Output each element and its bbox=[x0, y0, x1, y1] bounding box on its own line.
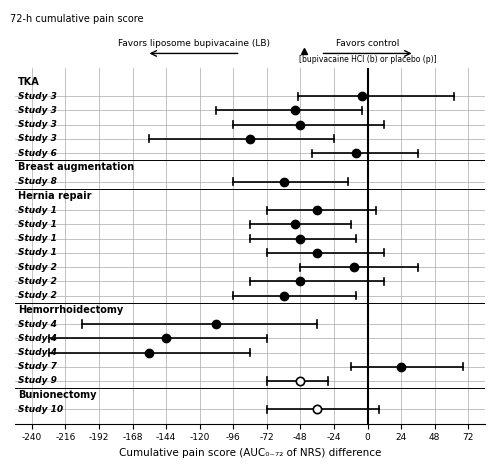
Text: Study 1: Study 1 bbox=[18, 248, 60, 257]
Text: Study 4: Study 4 bbox=[18, 334, 60, 343]
Text: Favors control: Favors control bbox=[336, 39, 399, 48]
Text: Study 2: Study 2 bbox=[18, 277, 60, 286]
Text: Study 1: Study 1 bbox=[18, 206, 60, 215]
Text: Study 4: Study 4 bbox=[18, 348, 60, 357]
Text: Study 1: Study 1 bbox=[18, 220, 60, 229]
Text: Study 3: Study 3 bbox=[18, 92, 60, 101]
Text: Study 7: Study 7 bbox=[18, 362, 60, 371]
Text: Study 6: Study 6 bbox=[18, 149, 60, 158]
Text: Study 3: Study 3 bbox=[18, 134, 60, 143]
Text: Hernia repair: Hernia repair bbox=[18, 191, 92, 201]
Text: Favors liposome bupivacaine (LB): Favors liposome bupivacaine (LB) bbox=[118, 39, 270, 48]
Text: Study 8: Study 8 bbox=[18, 177, 60, 186]
Text: Study 2: Study 2 bbox=[18, 291, 60, 300]
Text: TKA: TKA bbox=[18, 77, 40, 87]
Text: Study 9: Study 9 bbox=[18, 377, 60, 385]
Text: [bupivacaine HCl (b) or placebo (p)]: [bupivacaine HCl (b) or placebo (p)] bbox=[298, 55, 436, 64]
Text: Hemorrhoidectomy: Hemorrhoidectomy bbox=[18, 305, 123, 315]
Text: Study 3: Study 3 bbox=[18, 120, 60, 129]
Text: 72-h cumulative pain score: 72-h cumulative pain score bbox=[10, 14, 143, 24]
Text: Bunionectomy: Bunionectomy bbox=[18, 390, 96, 400]
Text: Study 2: Study 2 bbox=[18, 263, 60, 272]
Text: Breast augmentation: Breast augmentation bbox=[18, 162, 134, 172]
Text: Study 3: Study 3 bbox=[18, 106, 60, 115]
Text: Study 10: Study 10 bbox=[18, 405, 66, 414]
Text: Study 1: Study 1 bbox=[18, 234, 60, 243]
X-axis label: Cumulative pain score (AUC₀₋₇₂ of NRS) difference: Cumulative pain score (AUC₀₋₇₂ of NRS) d… bbox=[119, 448, 381, 458]
Text: Study 4: Study 4 bbox=[18, 320, 60, 329]
